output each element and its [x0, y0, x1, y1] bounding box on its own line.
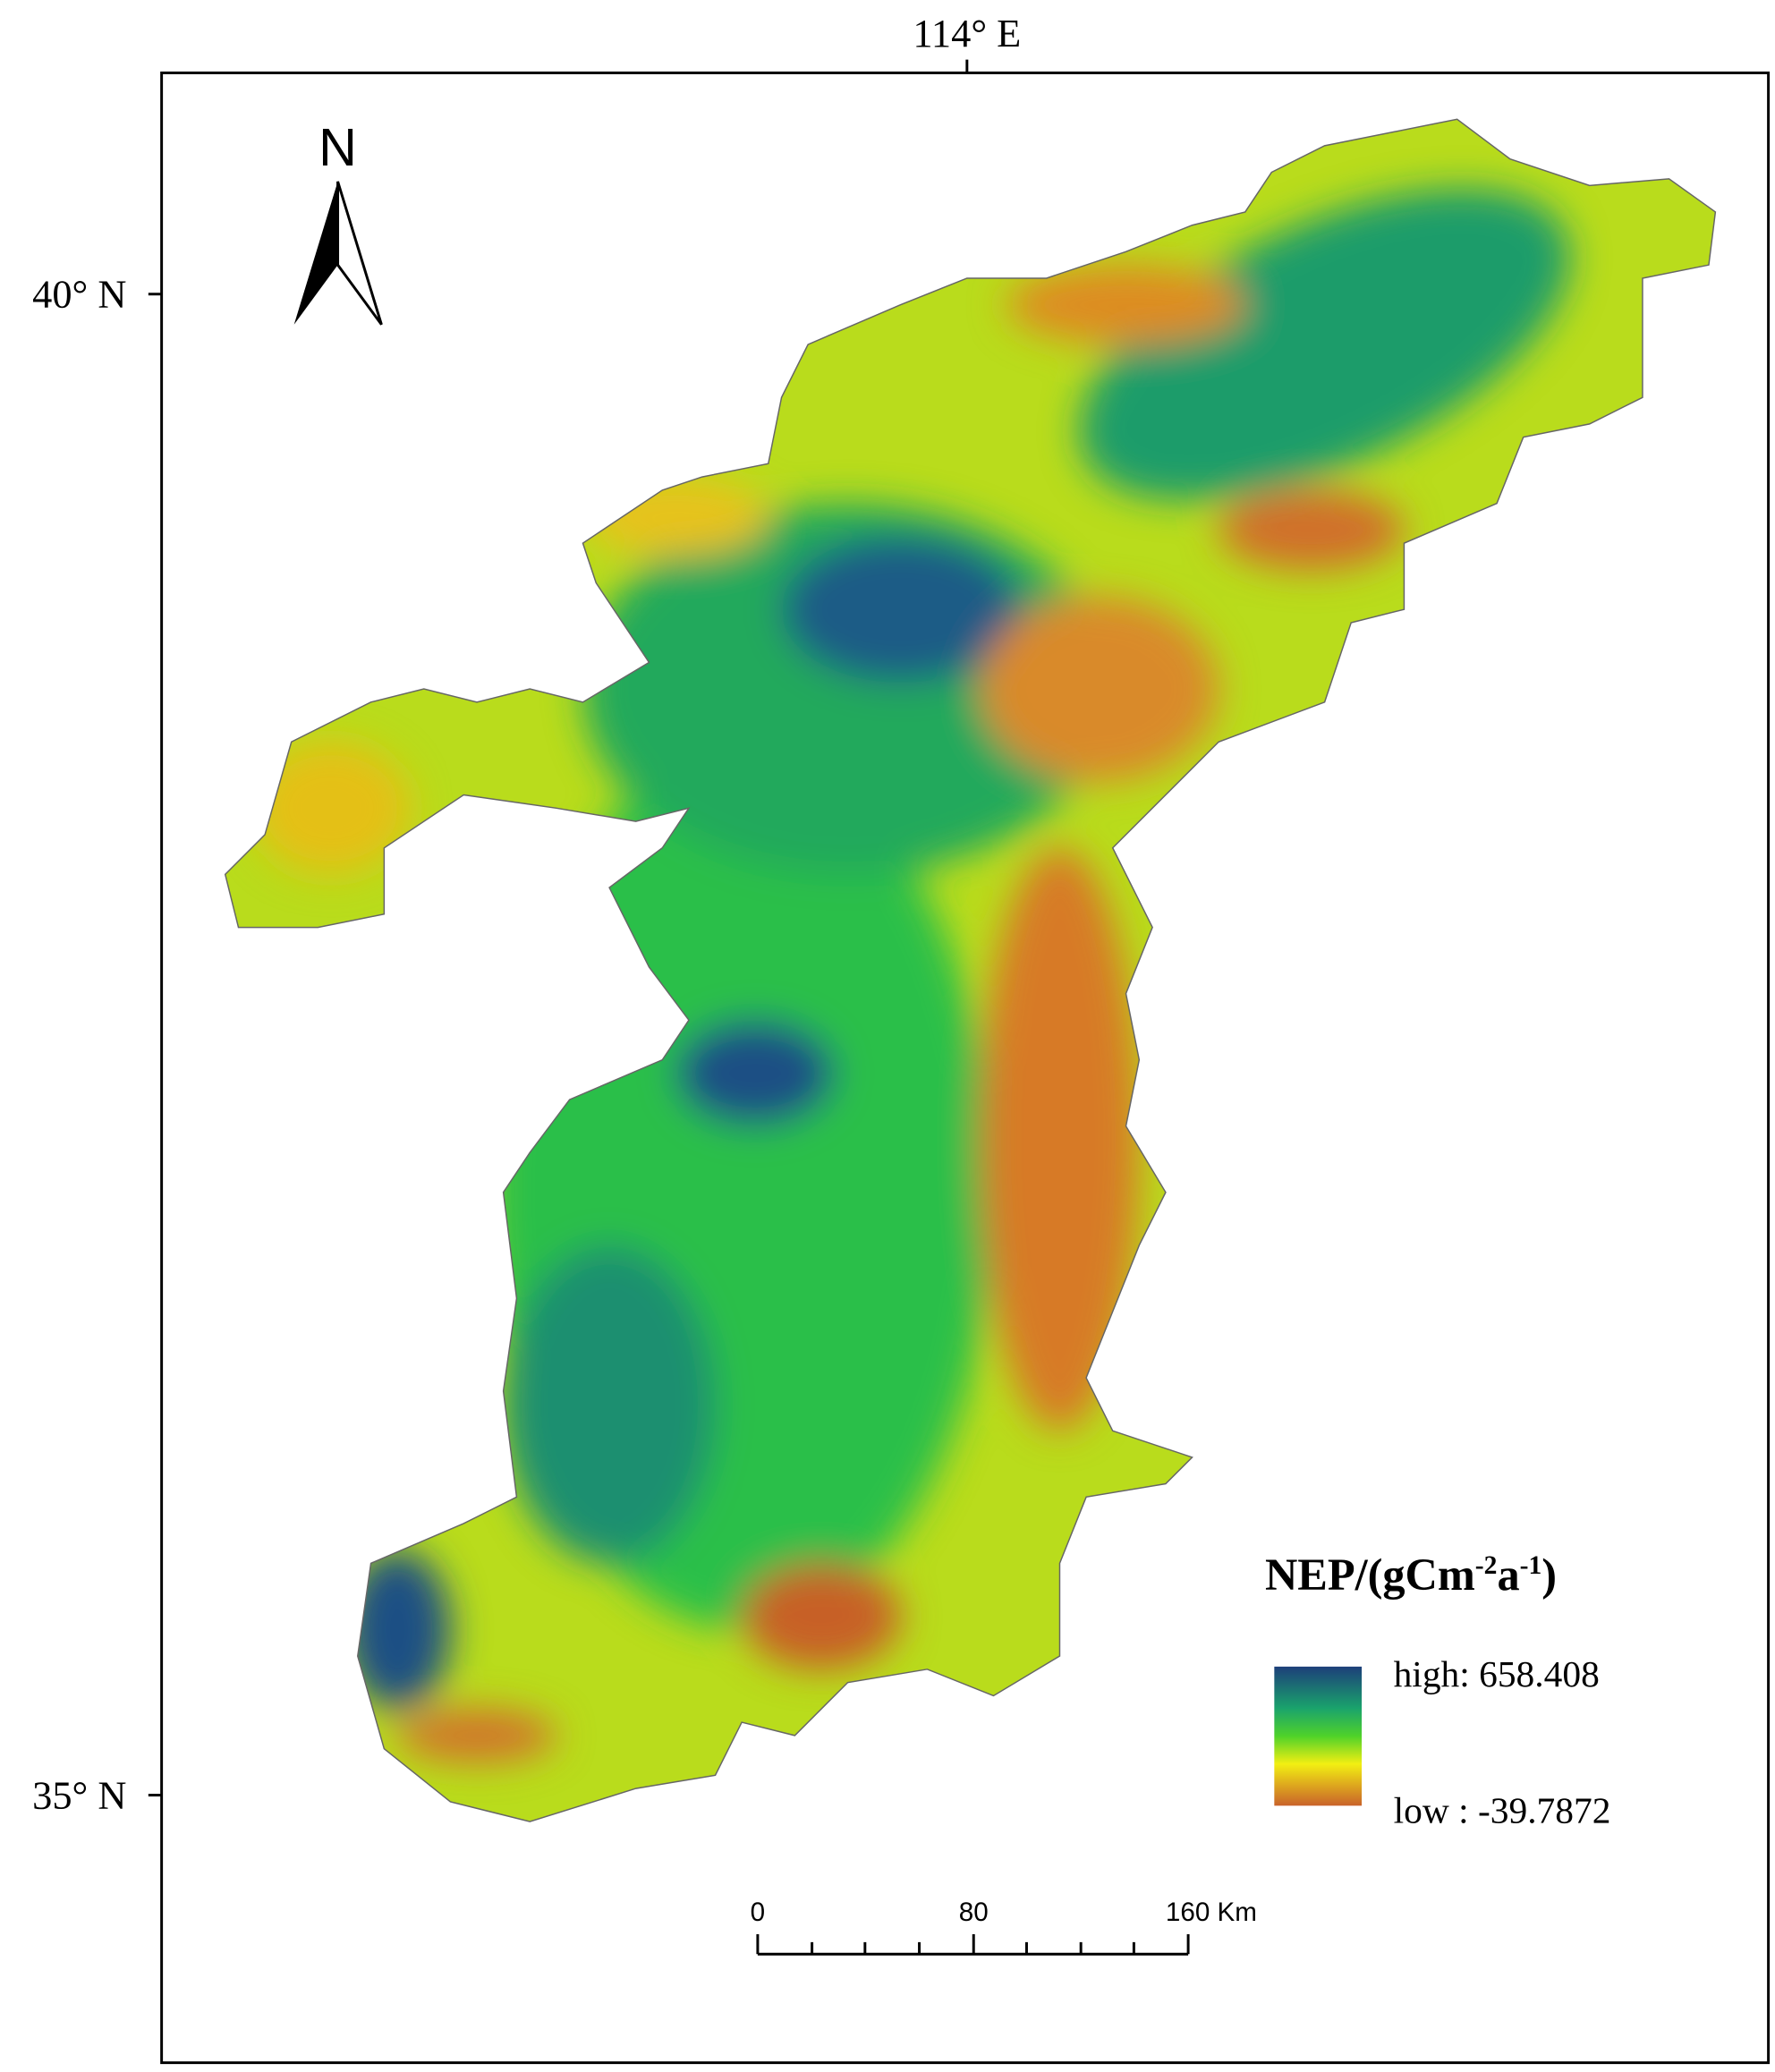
- legend-title-part: ): [1541, 1550, 1557, 1600]
- legend-title-part: -1: [1520, 1551, 1542, 1580]
- legend-title-part: NEP/(gCm: [1265, 1550, 1475, 1600]
- north-arrow: [293, 181, 383, 326]
- legend-low: low : -39.7872: [1394, 1790, 1611, 1831]
- legend-title: NEP/(gCm-2a-1): [1265, 1550, 1557, 1600]
- scale-bar: [756, 1933, 1190, 1956]
- map-frame: [160, 71, 1771, 2065]
- legend-title-part: -2: [1475, 1551, 1498, 1580]
- legend-high: high: 658.408: [1394, 1653, 1600, 1694]
- legend-title-part: a: [1497, 1550, 1519, 1600]
- legend-color-ramp: [1274, 1666, 1363, 1806]
- latitude-label: 40° N: [32, 272, 126, 317]
- latitude-label: 35° N: [32, 1772, 126, 1817]
- longitude-label: 114° E: [913, 11, 1021, 55]
- scale-label: 0: [751, 1898, 765, 1927]
- scale-label: 160 Km: [1166, 1898, 1257, 1927]
- north-label: N: [318, 117, 357, 177]
- scale-label: 80: [959, 1898, 989, 1927]
